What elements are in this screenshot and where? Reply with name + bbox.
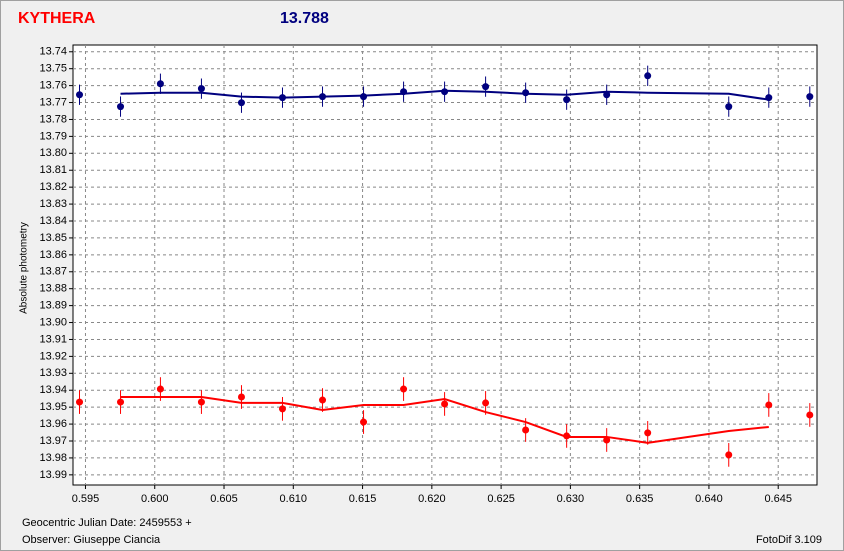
data-point: [237, 99, 245, 107]
y-tick-label: 13.82: [39, 181, 67, 193]
fit-line: [120, 89, 769, 101]
fit-line: [120, 396, 769, 444]
data-point: [197, 398, 205, 406]
x-tick-label: 0.645: [764, 493, 792, 505]
data-point: [563, 432, 571, 440]
data-point: [360, 418, 368, 426]
data-point: [482, 83, 490, 91]
data-point: [197, 85, 205, 93]
data-point: [156, 385, 164, 393]
x-tick-label: 0.640: [695, 493, 723, 505]
y-tick-label: 13.80: [39, 147, 67, 159]
y-tick-label: 13.75: [39, 63, 67, 75]
data-point: [319, 396, 327, 404]
data-point: [360, 93, 368, 101]
data-point: [725, 103, 733, 111]
data-point: [400, 88, 408, 96]
y-tick-label: 13.87: [39, 266, 67, 278]
data-point: [765, 94, 773, 102]
y-tick-label: 13.97: [39, 435, 67, 447]
data-point: [603, 436, 611, 444]
x-tick-label: 0.595: [72, 493, 100, 505]
y-tick-label: 13.95: [39, 401, 67, 413]
data-point: [237, 393, 245, 401]
chart-subtitle: 13.788: [280, 10, 329, 27]
y-tick-label: 13.74: [39, 46, 67, 58]
y-tick-label: 13.81: [39, 164, 67, 176]
data-point: [765, 401, 773, 409]
y-tick-label: 13.98: [39, 452, 67, 464]
data-point: [76, 91, 84, 99]
y-tick-label: 13.90: [39, 316, 67, 328]
y-tick-label: 13.89: [39, 300, 67, 312]
plot-area: [72, 44, 818, 486]
data-point: [319, 93, 327, 101]
data-point: [156, 80, 164, 88]
x-tick-label: 0.635: [626, 493, 654, 505]
data-point: [522, 89, 530, 97]
y-tick-label: 13.76: [39, 80, 67, 92]
data-point: [441, 400, 449, 408]
observer: Observer: Giuseppe Ciancia: [22, 534, 161, 546]
chart-title: KYTHERA: [18, 10, 96, 27]
y-tick-label: 13.85: [39, 232, 67, 244]
data-point: [563, 96, 571, 104]
y-axis-title: Absolute photometry: [19, 222, 30, 314]
y-tick-label: 13.86: [39, 249, 67, 261]
x-tick-label: 0.600: [141, 493, 169, 505]
x-tick-label: 0.630: [557, 493, 585, 505]
data-point: [117, 103, 125, 111]
y-tick-label: 13.99: [39, 469, 67, 481]
y-tick-label: 13.93: [39, 367, 67, 379]
y-tick-label: 13.92: [39, 350, 67, 362]
y-tick-label: 13.83: [39, 198, 67, 210]
y-tick-label: 13.96: [39, 418, 67, 430]
data-point: [400, 385, 408, 393]
data-point: [441, 88, 449, 96]
data-point: [117, 398, 125, 406]
y-tick-label: 13.84: [39, 215, 67, 227]
data-point: [278, 94, 286, 102]
data-point: [644, 429, 652, 437]
y-tick-label: 13.78: [39, 113, 67, 125]
x-tick-label: 0.625: [487, 493, 515, 505]
x-axis-title: Geocentric Julian Date: 2459553 +: [22, 517, 192, 529]
data-point: [76, 398, 84, 406]
y-tick-label: 13.88: [39, 283, 67, 295]
data-point: [806, 411, 814, 419]
y-tick-label: 13.94: [39, 384, 67, 396]
x-tick-label: 0.610: [280, 493, 308, 505]
data-point: [482, 399, 490, 407]
y-tick-label: 13.79: [39, 130, 67, 142]
data-point: [278, 405, 286, 413]
data-point: [725, 451, 733, 459]
data-point: [806, 93, 814, 101]
y-tick-label: 13.91: [39, 333, 67, 345]
software: FotoDif 3.109: [756, 534, 822, 546]
data-point: [603, 91, 611, 99]
data-point: [522, 426, 530, 434]
x-tick-label: 0.605: [210, 493, 238, 505]
y-tick-label: 13.77: [39, 96, 67, 108]
x-tick-label: 0.620: [418, 493, 446, 505]
x-tick-label: 0.615: [349, 493, 377, 505]
data-point: [644, 72, 652, 80]
